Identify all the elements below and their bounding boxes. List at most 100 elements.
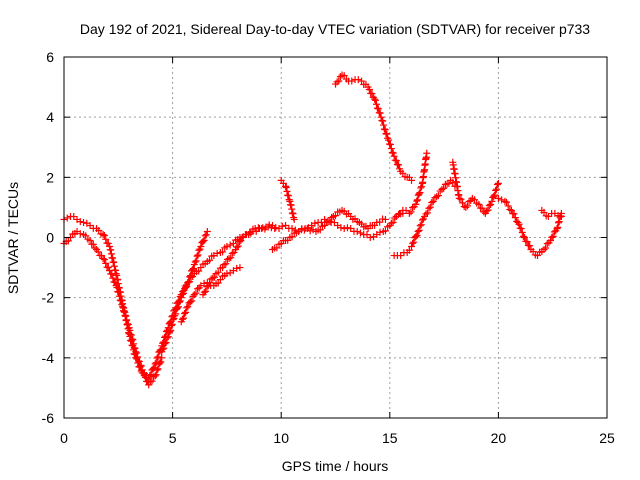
data-point (423, 209, 431, 217)
y-tick-label: 6 (46, 49, 54, 65)
data-point (490, 192, 498, 200)
data-point (123, 316, 131, 324)
data-point (463, 202, 471, 210)
data-point (213, 249, 221, 257)
data-point (291, 226, 299, 234)
data-point (156, 359, 164, 367)
data-point (289, 210, 297, 218)
data-point (94, 248, 102, 256)
data-point (124, 320, 132, 328)
x-tick-label: 5 (169, 430, 177, 446)
data-point (235, 238, 243, 246)
data-point (182, 308, 190, 316)
data-point (365, 85, 373, 93)
data-point (251, 224, 259, 232)
data-point (377, 113, 385, 121)
data-point (415, 226, 423, 234)
data-point (438, 185, 446, 193)
data-point (487, 201, 495, 209)
data-point (169, 316, 177, 324)
data-point (146, 378, 154, 386)
data-point (457, 195, 465, 203)
series-arc-9 (390, 176, 459, 260)
data-point (233, 243, 241, 251)
data-point (86, 237, 94, 245)
data-point (137, 362, 145, 370)
data-point (161, 340, 169, 348)
data-point (374, 105, 382, 113)
data-point (192, 289, 200, 297)
data-point (488, 197, 496, 205)
data-point (412, 232, 420, 240)
data-point (154, 365, 162, 373)
data-point (267, 224, 275, 232)
data-point (126, 326, 134, 334)
data-point (186, 298, 194, 306)
data-point (99, 230, 107, 238)
data-point (163, 334, 171, 342)
data-point (168, 322, 176, 330)
data-point (188, 297, 196, 305)
data-point (434, 192, 442, 200)
data-point (234, 242, 242, 250)
data-point (111, 278, 119, 286)
data-point (207, 275, 215, 283)
data-point (286, 197, 294, 205)
data-point (119, 303, 127, 311)
data-point (407, 208, 415, 216)
data-point (179, 289, 187, 297)
data-point (405, 209, 413, 217)
data-point (340, 224, 348, 232)
data-point (237, 237, 245, 245)
data-point (99, 255, 107, 263)
data-point (106, 267, 114, 275)
data-point (408, 243, 416, 251)
data-point (76, 230, 84, 238)
data-point (353, 227, 361, 235)
data-point (417, 221, 425, 229)
series-arc-1 (60, 209, 407, 383)
data-point (371, 95, 379, 103)
data-point (381, 227, 389, 235)
data-point (177, 294, 185, 302)
data-point (273, 244, 281, 252)
data-point (332, 212, 339, 220)
data-point (214, 268, 222, 276)
data-point (475, 200, 483, 208)
data-point (130, 340, 138, 348)
x-tick-label: 20 (491, 430, 507, 446)
data-point (412, 200, 420, 208)
data-point (174, 304, 182, 312)
x-axis-label: GPS time / hours (282, 458, 389, 474)
data-point (145, 381, 153, 389)
data-point (389, 149, 397, 157)
data-point (501, 197, 509, 205)
data-point (284, 192, 292, 200)
series-arc-4 (177, 264, 244, 326)
data-point (166, 328, 174, 336)
data-point (190, 291, 198, 299)
data-point (455, 194, 463, 202)
data-point (554, 223, 562, 231)
data-point (504, 202, 512, 210)
data-point (428, 199, 436, 207)
data-point (186, 273, 194, 281)
data-point (194, 285, 202, 293)
data-point (200, 288, 208, 296)
series-arc-11 (449, 158, 502, 217)
data-point (493, 185, 501, 193)
y-tick-label: 0 (46, 230, 54, 246)
data-point (168, 320, 176, 328)
data-point (491, 191, 499, 199)
data-point (540, 246, 548, 254)
data-point (100, 231, 108, 239)
data-point (202, 287, 210, 295)
data-point (223, 255, 231, 263)
data-point (230, 248, 238, 256)
data-point (278, 222, 286, 230)
data-point (376, 228, 384, 236)
data-point (492, 186, 500, 194)
data-point (236, 264, 244, 272)
y-tick-label: 2 (46, 169, 54, 185)
